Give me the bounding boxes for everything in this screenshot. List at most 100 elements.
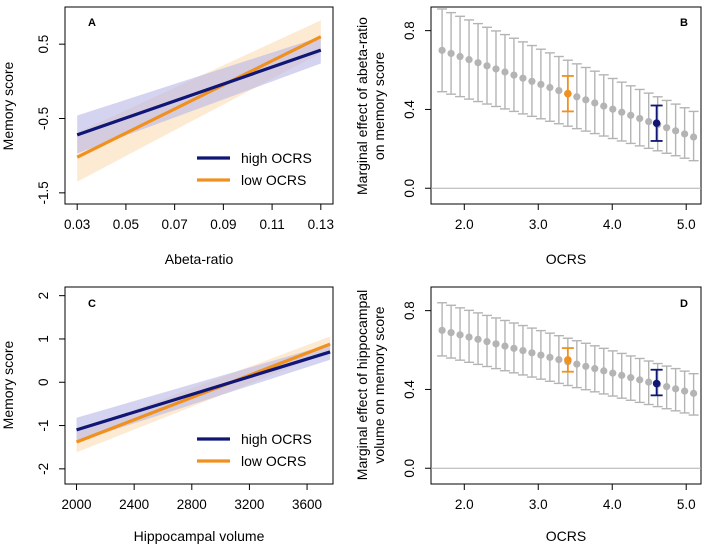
x-tick-label: 4.0 bbox=[603, 497, 622, 512]
x-tick-label: 2800 bbox=[177, 497, 207, 512]
legend-label-low-ocrs: low OCRS bbox=[241, 453, 306, 469]
panel-c-ylabel: Memory score bbox=[0, 340, 16, 429]
panel-a-letter: A bbox=[88, 17, 96, 29]
marginal-effect-point bbox=[438, 46, 446, 54]
x-tick-label: 3.0 bbox=[529, 217, 548, 232]
y-tick-label: -1.5 bbox=[36, 181, 51, 204]
marginal-effect-point bbox=[573, 360, 581, 368]
x-tick-label: 2.0 bbox=[455, 217, 474, 232]
panel-b-ylabel-line-2: on memory score bbox=[371, 52, 387, 160]
panel-b: 2.0 3.0 4.0 5.0 0.0 0.4 0.8 B OCRS Marginal e… bbox=[354, 6, 702, 267]
y-tick-label: 0.4 bbox=[402, 380, 417, 399]
y-tick-label: -2 bbox=[36, 463, 51, 475]
legend-label-high-ocrs: high OCRS bbox=[241, 431, 312, 447]
x-tick-label: 0.13 bbox=[308, 217, 334, 232]
marginal-effect-point bbox=[528, 77, 536, 85]
regression-line-high-ocrs bbox=[76, 350, 331, 432]
marginal-effect-point bbox=[438, 326, 446, 334]
highlight-point-high-ocrs bbox=[652, 379, 661, 388]
x-tick-label: 0.03 bbox=[64, 217, 90, 232]
marginal-effect-point bbox=[645, 117, 653, 126]
regression-line-low-ocrs bbox=[76, 35, 322, 159]
panel-c: 2000 2400 2800 3200 3600 -2 -1 0 1 2 C Hippocamp… bbox=[0, 286, 334, 544]
highlight-point-high-ocrs bbox=[652, 119, 661, 128]
y-tick-label: -1 bbox=[36, 420, 51, 432]
panel-d-plot bbox=[431, 302, 701, 469]
legend-label-low-ocrs: low OCRS bbox=[241, 172, 306, 188]
y-tick-label: -0.5 bbox=[36, 107, 51, 130]
marginal-effect-point bbox=[501, 68, 509, 76]
panel-c-frame bbox=[64, 286, 334, 485]
marginal-effect-point bbox=[663, 124, 671, 132]
panel-d-x-axis: 2.0 3.0 4.0 5.0 bbox=[455, 484, 696, 512]
marginal-effect-point bbox=[456, 331, 464, 339]
marginal-effect-point bbox=[681, 387, 689, 395]
marginal-effect-point bbox=[546, 83, 554, 92]
marginal-effect-point bbox=[636, 376, 644, 384]
panel-d-ylabel-line-1: Marginal effect of hippocampal bbox=[354, 290, 370, 480]
x-tick-label: 0.07 bbox=[161, 217, 187, 232]
x-tick-label: 5.0 bbox=[677, 217, 696, 232]
panel-b-y-axis: 0.0 0.4 0.8 bbox=[402, 21, 431, 198]
panel-c-legend: high OCRS low OCRS bbox=[197, 431, 312, 469]
marginal-effect-point bbox=[690, 389, 698, 397]
marginal-effect-point bbox=[600, 367, 608, 375]
panel-c-letter: C bbox=[88, 298, 96, 310]
x-tick-label: 0.05 bbox=[113, 217, 139, 232]
panel-a-legend: high OCRS low OCRS bbox=[197, 150, 312, 188]
marginal-effect-point bbox=[672, 385, 680, 393]
marginal-effect-point bbox=[636, 114, 644, 123]
marginal-effect-point bbox=[537, 80, 545, 88]
marginal-effect-point bbox=[465, 56, 473, 64]
panel-d-ylabel-line-2: volume on memory score bbox=[371, 306, 387, 463]
marginal-effect-point bbox=[609, 369, 617, 377]
panel-d-frame bbox=[430, 286, 702, 485]
marginal-effect-point bbox=[447, 49, 455, 58]
marginal-effect-point bbox=[600, 102, 608, 110]
marginal-effect-point bbox=[519, 74, 527, 82]
x-tick-label: 3200 bbox=[234, 497, 264, 512]
marginal-effect-point bbox=[546, 353, 554, 361]
panel-d-letter: D bbox=[680, 298, 688, 310]
panel-d-y-axis: 0.0 0.4 0.8 bbox=[402, 301, 431, 478]
y-tick-label: 0.4 bbox=[402, 100, 417, 119]
y-tick-label: 0.5 bbox=[36, 35, 51, 54]
x-tick-label: 5.0 bbox=[677, 497, 696, 512]
y-tick-label: 1 bbox=[36, 335, 51, 343]
panel-d-xlabel: OCRS bbox=[546, 528, 586, 544]
marginal-effect-point bbox=[465, 333, 473, 341]
y-tick-label: 0.0 bbox=[402, 459, 417, 478]
marginal-effect-point bbox=[555, 86, 563, 95]
marginal-effect-point bbox=[483, 62, 491, 70]
panel-b-plot bbox=[431, 8, 701, 189]
marginal-effect-point bbox=[573, 93, 581, 101]
marginal-effect-point bbox=[492, 340, 500, 348]
marginal-effect-point bbox=[618, 371, 626, 379]
highlight-point-low-ocrs bbox=[564, 356, 572, 364]
marginal-effect-point bbox=[681, 130, 689, 138]
regression-line-low-ocrs bbox=[75, 342, 331, 444]
panel-a-x-axis: 0.03 0.05 0.07 0.09 0.11 0.13 bbox=[64, 204, 334, 232]
x-tick-label: 4.0 bbox=[603, 217, 622, 232]
x-tick-label: 2.0 bbox=[455, 497, 474, 512]
panel-b-frame bbox=[430, 6, 702, 205]
marginal-effect-point bbox=[456, 52, 464, 61]
marginal-effect-point bbox=[537, 351, 545, 359]
y-tick-label: 2 bbox=[36, 292, 51, 300]
marginal-effect-point bbox=[528, 349, 536, 357]
x-tick-label: 2400 bbox=[119, 497, 149, 512]
panel-a: 0.03 0.05 0.07 0.09 0.11 0.13 -1.5 -0.5 0.5 A A… bbox=[0, 6, 334, 267]
marginal-effect-point bbox=[582, 362, 590, 370]
marginal-effect-point bbox=[474, 335, 482, 343]
regression-line-high-ocrs bbox=[76, 48, 322, 137]
marginal-effect-point bbox=[501, 342, 509, 350]
panel-b-x-axis: 2.0 3.0 4.0 5.0 bbox=[455, 204, 696, 232]
marginal-effect-point bbox=[591, 365, 599, 373]
marginal-effect-point bbox=[690, 133, 698, 141]
panel-a-plot bbox=[76, 20, 322, 182]
panel-c-plot bbox=[75, 336, 331, 453]
panel-a-y-axis: -1.5 -0.5 0.5 bbox=[36, 35, 65, 204]
panel-c-xlabel: Hippocampal volume bbox=[134, 528, 265, 544]
x-tick-label: 3600 bbox=[292, 497, 322, 512]
